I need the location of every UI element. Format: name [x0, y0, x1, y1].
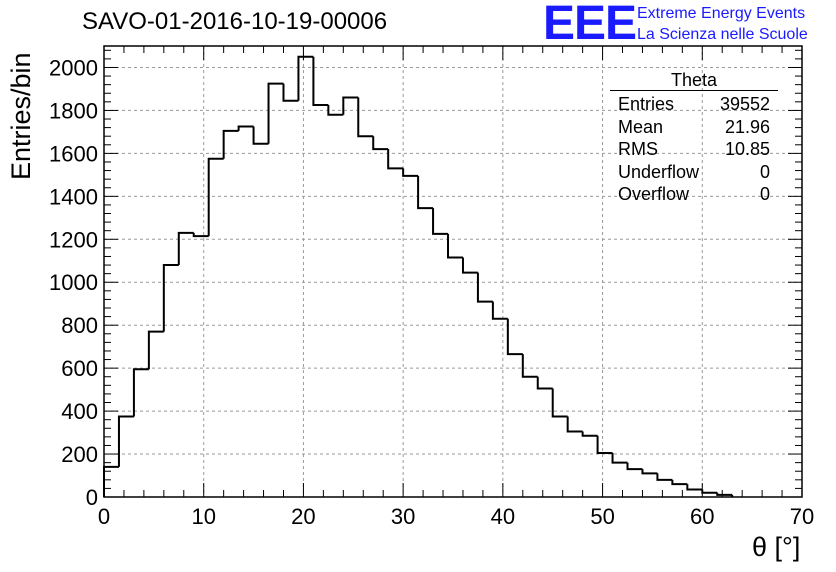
x-tick-label: 40 [491, 504, 515, 529]
histogram-bin [132, 368, 149, 417]
stats-row: Underflow 0 [610, 161, 778, 184]
y-tick-label: 600 [61, 356, 98, 381]
plot-frame [103, 45, 803, 498]
histogram-bin [192, 232, 209, 238]
stats-row: Overflow 0 [610, 183, 778, 206]
histogram-bin [447, 233, 463, 259]
histogram-bin [222, 129, 239, 159]
stats-box: Theta Entries 39552 Mean 21.96 RMS 10.85 Un… [610, 70, 778, 206]
y-axis-label: Entries/bin [6, 52, 36, 180]
stats-value: 21.96 [724, 116, 770, 137]
x-tick-label: 10 [191, 504, 215, 529]
y-tick-label: 1200 [49, 227, 98, 252]
stats-value: 0 [759, 184, 770, 204]
x-tick-label: 70 [790, 504, 814, 529]
histogram-bin [372, 136, 389, 151]
stats-label: Underflow [618, 161, 700, 182]
stats-label: Mean [618, 116, 664, 137]
histogram-bin [207, 157, 224, 237]
histogram-bin [686, 484, 703, 491]
y-tick-label: 1000 [49, 270, 98, 295]
y-tick-label: 1800 [49, 98, 98, 123]
histogram-bin [461, 257, 478, 274]
stats-row: RMS 10.85 [610, 138, 778, 161]
histogram-bin [626, 462, 643, 471]
histogram-bin [402, 168, 419, 177]
histogram-bin [551, 388, 568, 418]
stats-value: 0 [759, 161, 770, 182]
histogram-bin [147, 330, 164, 370]
histogram-bin [611, 452, 628, 464]
histogram-bin [297, 55, 314, 101]
histogram-bin [476, 272, 493, 303]
grid-lines [104, 46, 802, 497]
y-axis-label-box: Entries/bin [6, 40, 40, 190]
chart-title: SAVO-01-2016-10-19-00006 [82, 8, 388, 35]
logo-line-1: Extreme Energy Events [637, 5, 806, 22]
histogram-bin [267, 82, 284, 144]
x-tick-label: 50 [590, 504, 614, 529]
histogram-bin [282, 83, 299, 102]
histogram-bin [342, 96, 359, 115]
y-tick-label: 800 [61, 313, 98, 338]
logo-line-2: La Scienza nelle Scuole [637, 26, 808, 43]
x-tick-label: 0 [98, 504, 110, 529]
x-tick-label: 20 [291, 504, 315, 529]
histogram-bin [491, 301, 508, 320]
x-tick-label: 30 [391, 504, 415, 529]
histogram-bin [237, 125, 254, 131]
axes: 0 10 20 30 40 50 60 70 0 200 400 600 800 1000 1200 1400… [49, 45, 814, 529]
histogram-bin [417, 175, 434, 210]
y-tick-label: 400 [61, 399, 98, 424]
y-tick-label: 1600 [49, 141, 98, 166]
histogram-bin [357, 97, 374, 138]
stats-label: Entries [618, 94, 675, 114]
y-tick-label: 200 [61, 442, 98, 467]
histogram-bin [177, 231, 194, 266]
stats-value: 39552 [719, 94, 770, 114]
histogram-bin [716, 492, 733, 496]
y-tick-label: 1400 [49, 184, 98, 209]
histogram-bin [506, 318, 523, 356]
histogram-bin [521, 354, 538, 378]
histogram-bin [701, 489, 718, 494]
y-tick-label: 2000 [49, 55, 98, 80]
histogram-bin [327, 105, 344, 116]
x-tick-label: 60 [690, 504, 714, 529]
x-axis-label: θ [°] [752, 532, 801, 562]
eee-logo: EEE [543, 0, 637, 50]
histogram-bin [252, 126, 269, 145]
stats-row: Mean 21.96 [610, 116, 778, 139]
histogram-bin [656, 473, 673, 481]
histogram-bin [596, 435, 613, 454]
histogram-bin [162, 264, 179, 332]
histogram-bin [312, 56, 329, 107]
histogram-bin [387, 149, 404, 170]
histogram-bin [581, 431, 598, 437]
histogram-bin [566, 416, 583, 433]
stats-title: Theta [670, 70, 718, 90]
stats-label: Overflow [618, 184, 690, 204]
histogram-bin [432, 208, 449, 235]
stats-row: Entries 39552 [610, 93, 778, 116]
histogram-bin [641, 469, 658, 475]
stats-divider [610, 90, 778, 91]
histogram-bin [536, 376, 553, 390]
logo-caption: Extreme Energy Events La Scienza nelle S… [637, 3, 808, 45]
stats-value: 10.85 [724, 139, 770, 159]
histogram-bin [117, 415, 134, 467]
histogram-bars [103, 55, 734, 497]
histogram-bin [671, 479, 688, 486]
y-tick-label: 0 [86, 485, 98, 510]
stats-label: RMS [618, 139, 658, 159]
